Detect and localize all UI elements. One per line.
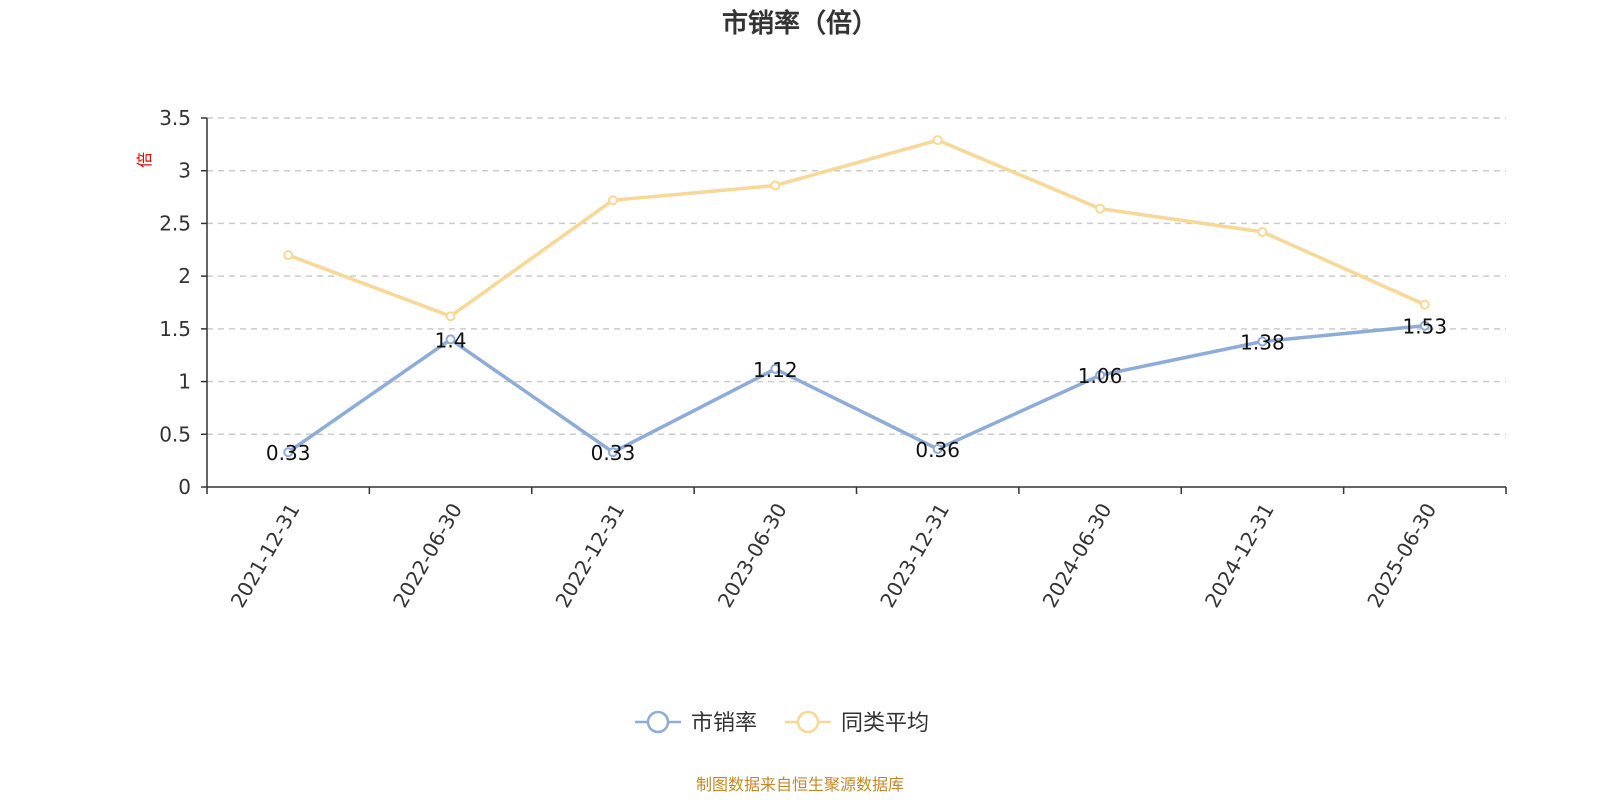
data-point-0 [607, 447, 618, 458]
y-tick-label: 0 [178, 475, 191, 499]
x-tick-label: 2025-06-30 [1362, 499, 1441, 612]
x-tick-label: 2024-12-31 [1200, 499, 1279, 612]
series-lines [283, 135, 1430, 458]
data-point-0 [283, 447, 294, 458]
data-point-0 [1257, 336, 1268, 347]
y-tick-label: 3.5 [159, 106, 191, 130]
data-point-0 [1419, 320, 1430, 331]
legend: 市销率 同类平均 [635, 710, 929, 736]
y-axis-label: 倍 [135, 152, 154, 168]
data-label: 1.06 [1078, 364, 1123, 388]
data-point-1 [932, 135, 943, 146]
data-point-1 [1257, 226, 1268, 237]
x-tick-label: 2021-12-31 [226, 499, 305, 612]
data-label: 0.36 [915, 438, 960, 462]
legend-marker-0 [646, 710, 670, 734]
data-labels: 0.33 1.4 0.33 1.12 0.36 1.06 1.38 1.53 [266, 315, 1447, 466]
data-label: 0.33 [266, 441, 311, 465]
legend-label-0: 市销率 [691, 711, 757, 736]
x-tick-label: 2024-06-30 [1038, 499, 1117, 612]
x-tick-label: 2023-12-31 [875, 499, 954, 612]
y-tick-label: 1 [178, 370, 191, 394]
data-label: 1.38 [1240, 331, 1285, 355]
data-point-0 [445, 334, 456, 345]
data-point-0 [770, 363, 781, 374]
data-label: 1.4 [435, 328, 467, 352]
x-tick-label: 2022-12-31 [550, 499, 629, 612]
data-point-1 [770, 180, 781, 191]
y-tick-label: 3 [178, 159, 191, 183]
x-tick-label: 2022-06-30 [388, 499, 467, 612]
y-tick-label: 2 [178, 264, 191, 288]
axes: 0 0.5 1 1.5 2 2.5 3 3.5 2021-12-31 2022-06-30 2022… [159, 106, 1507, 612]
series-line-0 [287, 323, 1425, 454]
data-label: 1.53 [1403, 315, 1448, 339]
data-point-0 [1095, 370, 1106, 381]
chart-title: 市销率（倍） [722, 8, 878, 39]
data-point-1 [283, 250, 294, 261]
data-point-1 [1095, 203, 1106, 214]
legend-label-1: 同类平均 [841, 711, 929, 736]
y-tick-label: 0.5 [159, 422, 191, 446]
x-tick-label: 2023-06-30 [713, 499, 792, 612]
data-point-1 [445, 311, 456, 322]
footer-note: 制图数据来自恒生聚源数据库 [696, 775, 904, 794]
grid-lines [207, 117, 1506, 436]
y-tick-label: 1.5 [159, 317, 191, 341]
y-tick-label: 2.5 [159, 211, 191, 235]
data-point-1 [1419, 299, 1430, 310]
data-point-1 [607, 195, 618, 206]
data-label: 0.33 [591, 441, 636, 465]
legend-marker-1 [796, 710, 820, 734]
series-line-1 [287, 138, 1426, 318]
data-label: 1.12 [753, 358, 798, 382]
data-point-0 [932, 444, 943, 455]
